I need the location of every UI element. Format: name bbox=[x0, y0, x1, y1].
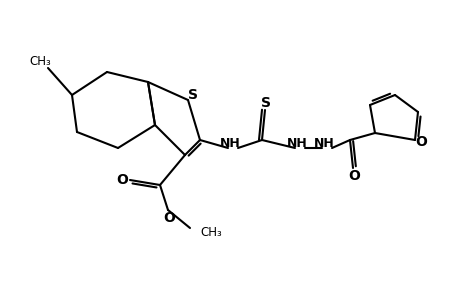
Text: NH: NH bbox=[313, 136, 334, 149]
Text: O: O bbox=[414, 135, 426, 149]
Text: NH: NH bbox=[219, 136, 240, 149]
Text: S: S bbox=[260, 96, 270, 110]
Text: O: O bbox=[116, 173, 128, 187]
Text: CH₃: CH₃ bbox=[200, 226, 221, 238]
Text: S: S bbox=[188, 88, 197, 102]
Text: O: O bbox=[347, 169, 359, 183]
Text: O: O bbox=[162, 211, 174, 225]
Text: CH₃: CH₃ bbox=[29, 55, 51, 68]
Text: NH: NH bbox=[286, 136, 307, 149]
